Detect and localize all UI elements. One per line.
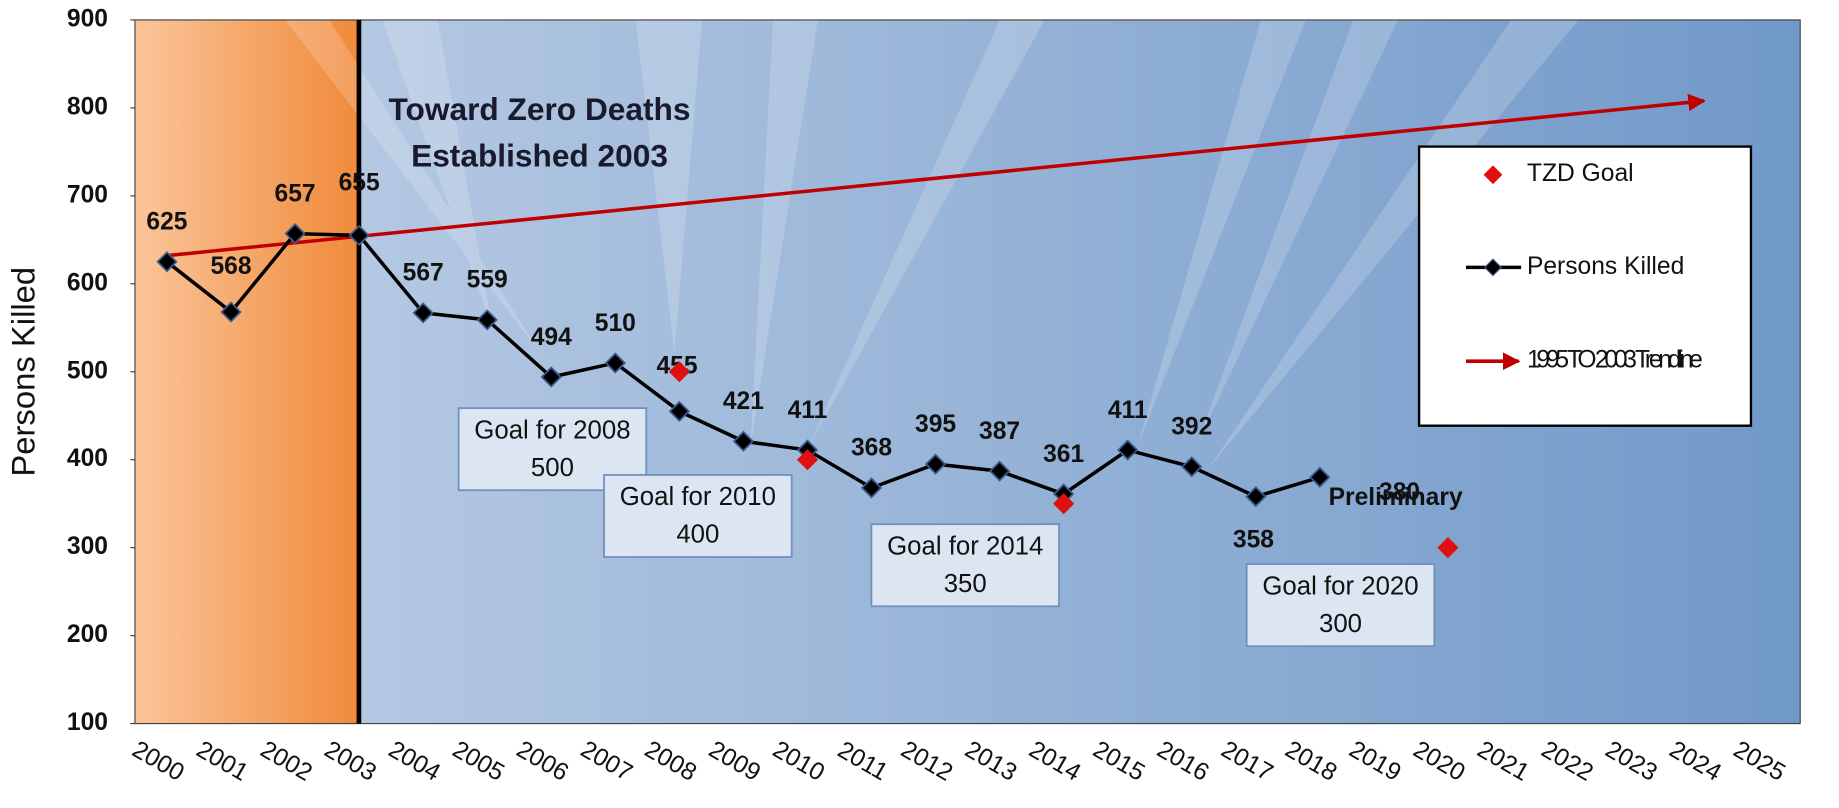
x-tick-label: 2008	[640, 736, 701, 787]
data-point	[1309, 466, 1331, 488]
data-label: 358	[1233, 527, 1274, 554]
goal-box-value: 500	[531, 454, 574, 482]
x-tick-label: 2011	[833, 736, 892, 786]
legend-label: Persons Killed	[1527, 253, 1684, 280]
data-point	[668, 400, 690, 422]
x-tick-label: 2022	[1537, 736, 1598, 787]
x-tick-label: 2021	[1473, 736, 1534, 787]
data-point	[476, 309, 498, 331]
y-tick-label: 100	[67, 709, 108, 736]
data-point	[412, 302, 434, 324]
x-tick-label: 2020	[1409, 736, 1470, 787]
data-point	[348, 224, 370, 247]
goal-point	[796, 449, 819, 471]
data-point	[156, 251, 178, 273]
x-tick-label: 2015	[1088, 736, 1149, 787]
legend-label: TZD Goal	[1527, 160, 1634, 187]
x-tick-label: 2009	[704, 736, 765, 787]
data-label: 494	[531, 324, 572, 351]
goal-point	[1053, 493, 1075, 515]
goal-box	[603, 474, 793, 558]
data-point	[988, 460, 1011, 482]
y-tick-label: 400	[67, 445, 108, 472]
data-point	[1117, 439, 1139, 461]
data-label: 657	[275, 180, 316, 207]
x-tick-label: 2000	[128, 736, 189, 787]
x-tick-label: 2019	[1345, 736, 1406, 787]
goal-box-title: Goal for 2010	[620, 483, 776, 511]
y-tick-label: 900	[67, 5, 108, 32]
data-point	[732, 430, 755, 452]
legend-label: 1995 TO 2003 Trendline	[1527, 347, 1703, 374]
goal-box-title: Goal for 2020	[1262, 572, 1418, 600]
data-label: 380	[1379, 479, 1420, 506]
data-point	[604, 352, 626, 374]
goal-box	[870, 523, 1060, 608]
x-tick-label: 2006	[512, 736, 573, 787]
goal-box	[1245, 563, 1436, 648]
x-tick-label: 2024	[1665, 736, 1726, 787]
y-tick-label: 300	[67, 533, 108, 560]
legend-marker	[1483, 165, 1503, 185]
x-tick-label: 2002	[256, 736, 317, 787]
x-tick-label: 2025	[1729, 736, 1790, 787]
x-tick-label: 2014	[1024, 736, 1085, 787]
x-tick-label: 2016	[1152, 736, 1213, 787]
data-label: 361	[1043, 441, 1084, 468]
data-label: 395	[915, 411, 956, 438]
goal-box-title: Goal for 2014	[887, 532, 1043, 560]
goal-point	[1437, 537, 1459, 559]
data-label: 411	[788, 397, 828, 424]
goal-box-value: 350	[944, 570, 987, 598]
data-point	[220, 301, 242, 323]
x-tick-label: 2007	[576, 736, 637, 787]
trendline	[166, 93, 1706, 258]
data-label: 421	[723, 388, 764, 415]
data-label: 392	[1171, 414, 1212, 441]
data-label: 368	[851, 435, 892, 462]
x-tick-label: 2018	[1281, 736, 1342, 787]
data-label: 559	[467, 267, 508, 294]
legend: TZD Goal Persons Killed 1995 TO 2003 Trend…	[1417, 145, 1753, 427]
x-tick-label: 2001	[192, 736, 253, 787]
annotation: Established 2003	[411, 138, 668, 174]
x-tick-label: 2023	[1601, 736, 1662, 787]
y-tick-label: 600	[67, 269, 108, 296]
x-tick-label: 2013	[960, 736, 1021, 787]
goal-box-value: 300	[1319, 610, 1362, 638]
x-tick-label: 2010	[768, 736, 829, 787]
data-point	[1181, 456, 1203, 478]
goal-point	[668, 361, 690, 383]
data-label: 387	[979, 418, 1020, 445]
data-label: 510	[595, 310, 636, 337]
data-label: 411	[1108, 397, 1148, 424]
y-tick-label: 800	[67, 93, 108, 120]
data-label: 568	[210, 253, 251, 280]
x-tick-label: 2004	[384, 736, 445, 787]
annotation: Preliminary	[1329, 484, 1463, 511]
y-axis-label: Persons Killed	[5, 267, 42, 477]
y-tick-label: 700	[67, 181, 108, 208]
data-label: 625	[146, 209, 187, 236]
x-tick-label: 2012	[896, 736, 957, 787]
y-tick-label: 500	[67, 357, 108, 384]
data-point	[860, 477, 883, 499]
data-label: 655	[339, 169, 380, 196]
x-tick-label: 2005	[448, 736, 509, 787]
data-label: 567	[403, 260, 444, 287]
data-point	[540, 366, 562, 388]
x-tick-label: 2017	[1216, 736, 1277, 787]
y-tick-label: 200	[67, 621, 108, 648]
data-point	[284, 223, 306, 245]
annotation: Toward Zero Deaths	[389, 91, 691, 127]
goal-box-title: Goal for 2008	[474, 416, 630, 444]
data-point	[924, 453, 947, 475]
x-tick-label: 2003	[320, 736, 381, 787]
legend-marker	[1483, 258, 1502, 277]
data-point	[1245, 486, 1267, 508]
goal-box-value: 400	[676, 521, 719, 549]
